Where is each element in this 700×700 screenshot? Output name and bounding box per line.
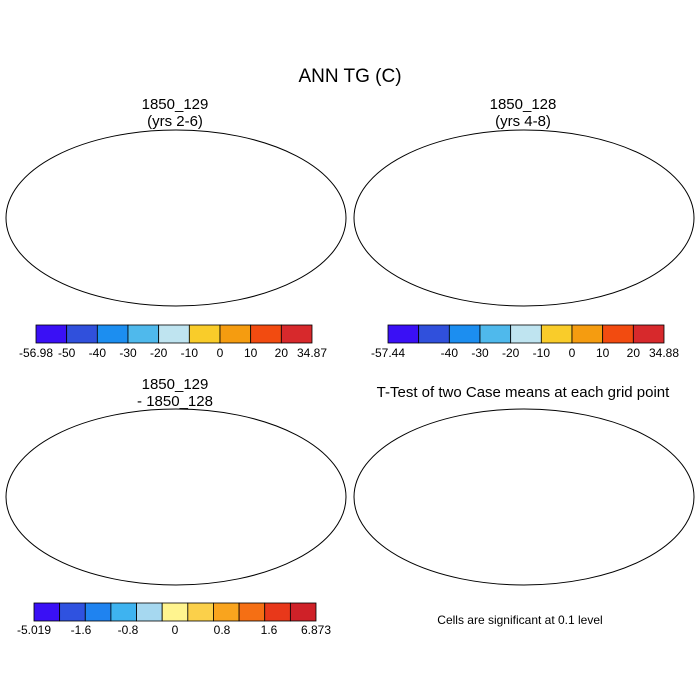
colorbar-3-tick-label: 0 <box>171 623 179 637</box>
colorbar-2-swatch-8 <box>632 324 665 344</box>
panel4-title: T-Test of two Case means at each grid po… <box>376 384 670 401</box>
colorbar-2-tick-label: 34.88 <box>648 346 680 360</box>
significance-note: Cells are significant at 0.1 level <box>437 613 603 627</box>
colorbar-1-tick-label: -10 <box>180 346 198 360</box>
colorbar-3-tick-label: -0.8 <box>117 623 139 637</box>
colorbar-1-tick-label: -50 <box>57 346 76 360</box>
colorbar-2-swatch-0 <box>387 324 420 344</box>
panel3-title-line2: - 1850_128 <box>137 393 213 410</box>
colorbar-2-swatch-7 <box>602 324 634 344</box>
panel3-title: 1850_129 - 1850_128 <box>20 376 330 410</box>
panel1-title-line1: 1850_129 <box>141 96 209 113</box>
map-panel-3 <box>5 408 347 586</box>
map-panel-2 <box>353 129 695 307</box>
colorbar-1-tick-label: -56.98 <box>18 346 54 360</box>
colorbar-2-swatch-6 <box>571 324 604 344</box>
map-panel-1 <box>5 129 347 307</box>
colorbar-2-swatch-1 <box>418 324 450 344</box>
panel1-title: 1850_129 (yrs 2-6) <box>20 96 330 130</box>
colorbar-1-tick-label: 0 <box>216 346 224 360</box>
panel3-title-line1: 1850_129 <box>141 376 209 393</box>
colorbar-2-tick-label: -57.44 <box>370 346 406 360</box>
colorbar-3-tick-label: -1.6 <box>70 623 92 637</box>
panel1-title-line2: (yrs 2-6) <box>147 113 203 130</box>
colorbar-3-swatch-3 <box>110 602 137 622</box>
colorbar-3 <box>33 602 317 622</box>
main-title: ANN TG (C) <box>298 66 402 87</box>
colorbar-1 <box>35 324 313 344</box>
colorbar-1-swatch-4 <box>158 324 190 344</box>
colorbar-1-swatch-1 <box>66 324 98 344</box>
colorbar-1-tick-label: 10 <box>243 346 258 360</box>
colorbar-2 <box>387 324 665 344</box>
colorbar-1-swatch-3 <box>127 324 160 344</box>
colorbar-2-tick-label: -20 <box>501 346 520 360</box>
colorbar-3-swatch-9 <box>264 602 291 622</box>
colorbar-2-tick-label: 10 <box>595 346 610 360</box>
colorbar-2-tick-label: -10 <box>532 346 550 360</box>
colorbar-3-tick-label: 0.8 <box>213 623 231 637</box>
colorbar-3-swatch-6 <box>187 602 214 622</box>
colorbar-1-swatch-7 <box>250 324 282 344</box>
colorbar-2-swatch-5 <box>540 324 573 344</box>
panel2-title-line1: 1850_128 <box>489 96 557 113</box>
colorbar-2-tick-label: 20 <box>626 346 641 360</box>
panel2-title: 1850_128 (yrs 4-8) <box>368 96 678 130</box>
colorbar-2-tick-label: -30 <box>471 346 489 360</box>
colorbar-3-swatch-10 <box>289 602 317 622</box>
panel2-title-line2: (yrs 4-8) <box>495 113 551 130</box>
colorbar-2-tick-label: -40 <box>440 346 458 360</box>
colorbar-1-tick-label: 34.87 <box>296 346 328 360</box>
colorbar-1-tick-label: -20 <box>149 346 168 360</box>
colorbar-3-swatch-5 <box>161 602 189 622</box>
colorbar-2-tick-label: 0 <box>568 346 576 360</box>
colorbar-1-swatch-0 <box>35 324 68 344</box>
map-panel-4 <box>353 408 695 586</box>
colorbar-1-swatch-5 <box>188 324 221 344</box>
colorbar-3-swatch-0 <box>33 602 61 622</box>
colorbar-3-tick-label: 6.873 <box>300 623 332 637</box>
colorbar-1-tick-label: -30 <box>119 346 137 360</box>
colorbar-1-tick-label: 20 <box>274 346 289 360</box>
colorbar-3-swatch-4 <box>136 602 163 622</box>
colorbar-1-tick-label: -40 <box>88 346 106 360</box>
colorbar-1-swatch-8 <box>280 324 313 344</box>
colorbar-1-swatch-6 <box>219 324 252 344</box>
colorbar-3-swatch-7 <box>213 602 240 622</box>
colorbar-1-swatch-2 <box>96 324 129 344</box>
colorbar-3-swatch-8 <box>238 602 266 622</box>
colorbar-2-swatch-3 <box>479 324 512 344</box>
colorbar-3-tick-label: -5.019 <box>16 623 52 637</box>
colorbar-3-swatch-1 <box>59 602 86 622</box>
colorbar-3-swatch-2 <box>84 602 112 622</box>
colorbar-3-tick-label: 1.6 <box>260 623 278 637</box>
colorbar-2-swatch-4 <box>510 324 542 344</box>
colorbar-2-swatch-2 <box>448 324 481 344</box>
